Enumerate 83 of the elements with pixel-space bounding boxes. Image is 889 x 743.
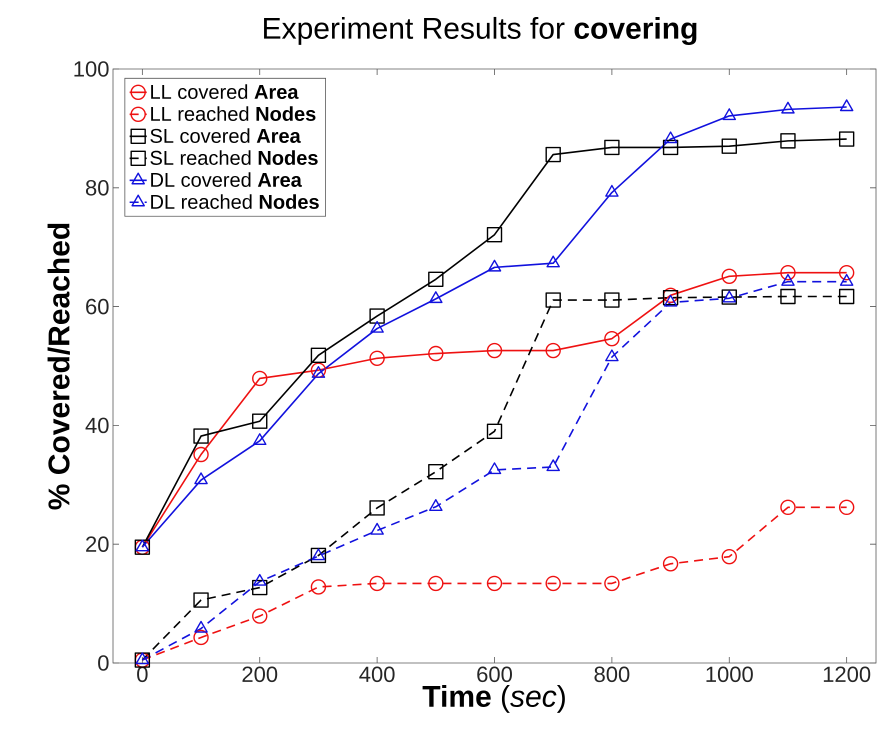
point [486, 424, 502, 440]
x-tick-label: 1000 [706, 666, 753, 682]
point [605, 184, 619, 197]
point [310, 362, 326, 378]
point [780, 133, 796, 149]
legend-label: SL reached Nodes [150, 150, 318, 165]
y-tick-label: 20 [86, 536, 109, 552]
point [840, 99, 854, 112]
point [546, 459, 560, 472]
point [252, 608, 268, 624]
point [722, 108, 736, 120]
point [604, 576, 620, 592]
point [664, 294, 678, 307]
point [604, 330, 620, 346]
point [780, 265, 796, 280]
point [545, 292, 561, 308]
point [428, 464, 444, 480]
point [193, 592, 209, 608]
point [840, 274, 854, 286]
y-axis-title: % Covered/Reached [48, 224, 70, 510]
point [664, 131, 678, 144]
point [545, 146, 561, 162]
point [488, 462, 502, 474]
point [722, 138, 737, 154]
point [370, 320, 384, 333]
x-tick-label: 400 [359, 666, 395, 682]
point [252, 580, 268, 596]
legend-label: LL reached Nodes [151, 106, 316, 121]
point [428, 272, 444, 287]
point [604, 140, 620, 156]
point [310, 348, 326, 363]
point [310, 579, 326, 595]
point [838, 131, 854, 147]
y-tick-label: 40 [86, 418, 109, 434]
point [838, 265, 854, 280]
point [722, 268, 737, 284]
point [369, 576, 385, 592]
point [193, 630, 209, 646]
legend-label: DL covered Area [151, 172, 302, 187]
legend-label: SL covered Area [150, 128, 301, 143]
point [369, 350, 385, 366]
x-tick-label: 600 [477, 666, 512, 682]
x-tick-label: 800 [594, 666, 630, 682]
legend-label: DL reached Nodes [151, 194, 319, 209]
y-tick-label: 60 [86, 298, 109, 314]
point [605, 349, 619, 362]
point [428, 346, 444, 362]
point [604, 292, 620, 308]
point [488, 260, 502, 272]
y-tick-label: 0 [98, 655, 109, 671]
point [193, 428, 209, 444]
x-axis-title: Time (sec) [422, 684, 565, 713]
legend-label: LL covered Area [151, 84, 299, 99]
point [252, 414, 268, 429]
point [781, 274, 795, 286]
point [486, 227, 502, 242]
point [369, 500, 385, 516]
point [780, 500, 796, 516]
point [838, 500, 854, 516]
point [662, 556, 678, 572]
point [310, 548, 326, 564]
point [722, 548, 737, 564]
x-tick-label: 200 [242, 666, 278, 682]
point [545, 342, 561, 358]
point [193, 446, 209, 462]
point [662, 140, 678, 156]
point [838, 288, 854, 304]
point [252, 433, 266, 446]
point [545, 576, 561, 592]
chart-title: Experiment Results for covering [264, 16, 696, 46]
point [312, 366, 326, 378]
point [428, 576, 444, 592]
point [369, 308, 385, 324]
point [486, 342, 502, 358]
x-tick-label: 1200 [824, 666, 870, 682]
point [780, 288, 796, 304]
point [429, 291, 443, 304]
y-tick-label: 100 [74, 61, 109, 77]
point [486, 576, 502, 592]
point [546, 256, 560, 268]
y-tick-label: 80 [86, 180, 109, 196]
point [252, 370, 268, 386]
point [781, 102, 795, 114]
